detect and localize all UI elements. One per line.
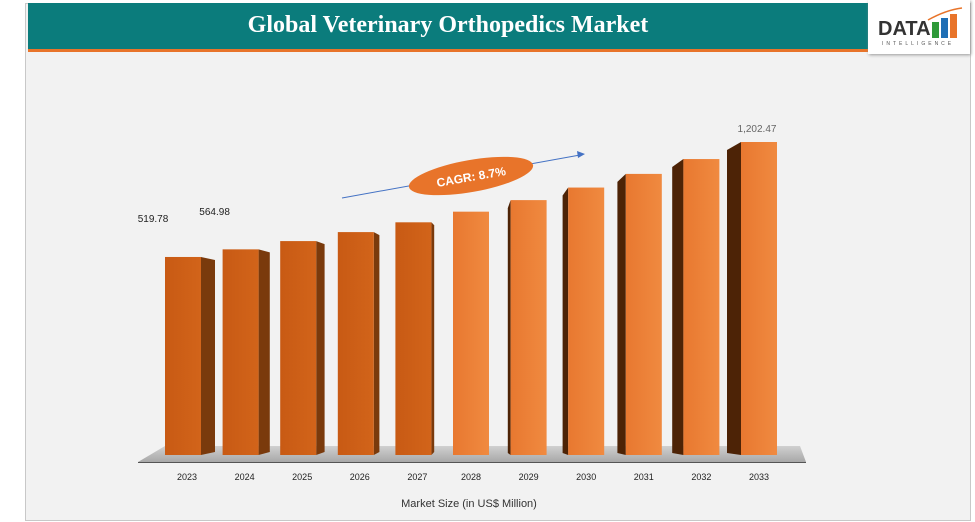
page-title: Global Veterinary Orthopedics Market bbox=[247, 12, 649, 38]
x-tick-label: 2023 bbox=[177, 472, 197, 482]
svg-text:DATA: DATA bbox=[878, 18, 931, 40]
title-bar: Global Veterinary Orthopedics Market bbox=[28, 3, 868, 52]
data-label: 519.78 bbox=[138, 214, 169, 225]
x-tick-label: 2028 bbox=[461, 472, 481, 482]
bar-2032 bbox=[672, 159, 720, 455]
bar-front bbox=[165, 256, 201, 455]
bar-2023 bbox=[165, 256, 215, 455]
cagr-bubble bbox=[408, 156, 534, 196]
bar-side bbox=[201, 256, 215, 455]
bar-side bbox=[431, 222, 435, 455]
bar-front bbox=[222, 249, 259, 455]
bar-front bbox=[337, 232, 374, 455]
bar-2024 bbox=[222, 249, 270, 455]
bar-2030 bbox=[562, 187, 605, 455]
bar-2031 bbox=[617, 173, 662, 455]
x-tick-label: 2029 bbox=[519, 472, 539, 482]
bar-front bbox=[625, 173, 662, 455]
x-axis-title: Market Size (in US$ Million) bbox=[401, 498, 537, 510]
bar-side bbox=[373, 232, 380, 455]
cagr-arrowhead bbox=[577, 151, 585, 158]
x-tick-label: 2025 bbox=[292, 472, 312, 482]
data-label: 564.98 bbox=[199, 207, 230, 218]
bar-front bbox=[741, 142, 777, 455]
x-tick-label: 2027 bbox=[407, 472, 427, 482]
bar-2033 bbox=[727, 142, 777, 455]
bar-front bbox=[395, 222, 432, 455]
bar-side bbox=[258, 249, 270, 455]
bar-side bbox=[562, 187, 569, 455]
bar-2028 bbox=[453, 211, 489, 455]
x-tick-label: 2032 bbox=[691, 472, 711, 482]
x-tick-label: 2024 bbox=[235, 472, 255, 482]
bar-front bbox=[280, 241, 317, 455]
svg-text:INTELLIGENCE: INTELLIGENCE bbox=[882, 41, 954, 47]
datam-intelligence-logo: DATA INTELLIGENCE bbox=[868, 0, 970, 54]
bar-side bbox=[727, 142, 741, 455]
data-label: 1,202.47 bbox=[738, 124, 777, 135]
bar-2029 bbox=[507, 200, 547, 455]
bar-side bbox=[507, 200, 511, 455]
bar-side bbox=[672, 159, 684, 455]
x-tick-label: 2031 bbox=[634, 472, 654, 482]
bar-side bbox=[617, 173, 626, 455]
bar-front bbox=[453, 211, 489, 455]
bar-2026 bbox=[337, 232, 380, 455]
x-tick-label: 2030 bbox=[576, 472, 596, 482]
bar-front bbox=[568, 187, 605, 455]
bar-side bbox=[316, 241, 325, 455]
bar-2025 bbox=[280, 241, 325, 455]
bar-front bbox=[510, 200, 547, 455]
bar-2027 bbox=[395, 222, 435, 455]
x-tick-label: 2033 bbox=[749, 472, 769, 482]
x-tick-label: 2026 bbox=[350, 472, 370, 482]
bar-front bbox=[683, 159, 720, 455]
